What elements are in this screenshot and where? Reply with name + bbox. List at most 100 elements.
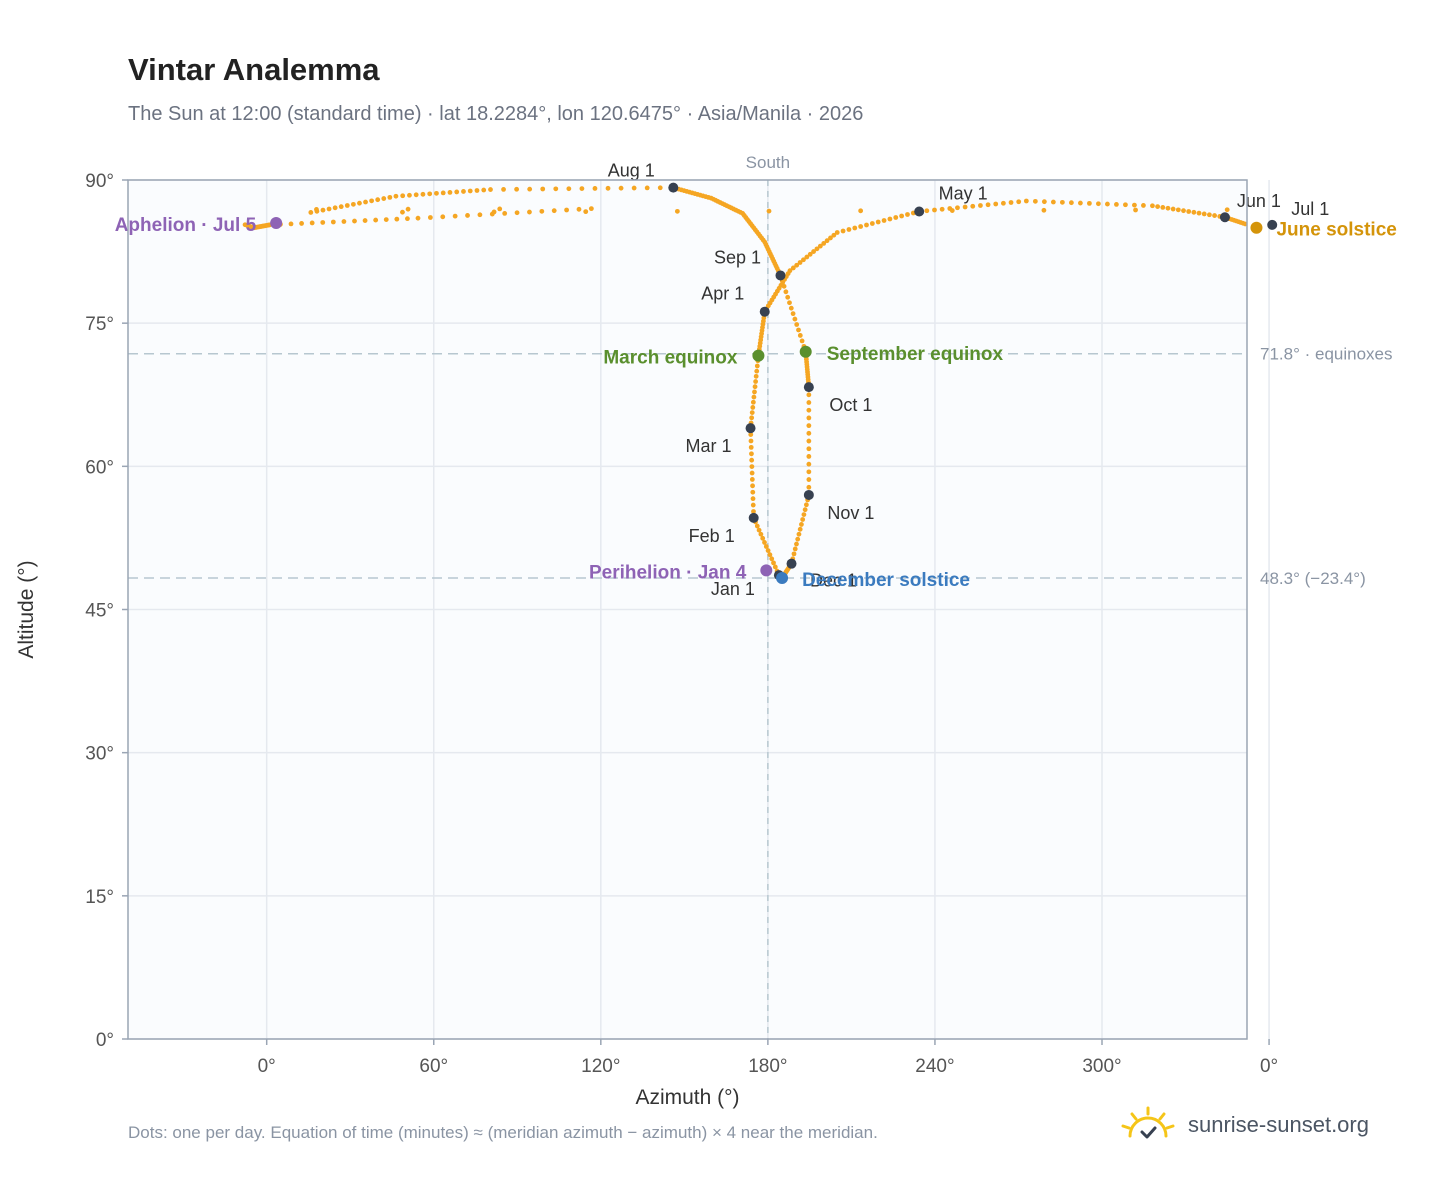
day-dot bbox=[1191, 209, 1197, 215]
day-dot bbox=[792, 546, 798, 552]
month-marker bbox=[803, 382, 814, 393]
day-dot bbox=[824, 238, 830, 244]
day-dot bbox=[864, 222, 869, 228]
month-marker bbox=[1219, 212, 1230, 223]
day-dot bbox=[893, 215, 899, 220]
day-dot bbox=[588, 206, 594, 212]
day-dot bbox=[1041, 207, 1047, 213]
month-label: Mar 1 bbox=[686, 436, 732, 456]
day-dot bbox=[858, 224, 864, 229]
day-dot bbox=[1077, 200, 1083, 206]
day-dot bbox=[840, 228, 846, 234]
day-dot bbox=[1008, 200, 1014, 205]
day-dot bbox=[491, 209, 497, 215]
day-dot bbox=[750, 502, 756, 508]
day-dot bbox=[750, 483, 755, 489]
day-dot bbox=[1196, 210, 1202, 216]
day-dot bbox=[477, 212, 483, 218]
day-dot bbox=[326, 206, 332, 212]
month-marker bbox=[786, 558, 797, 569]
day-dot bbox=[806, 415, 812, 421]
day-dot bbox=[932, 207, 937, 213]
day-dot bbox=[1050, 199, 1056, 205]
day-dot bbox=[373, 217, 379, 223]
day-dot bbox=[564, 207, 569, 213]
month-marker bbox=[759, 306, 770, 317]
day-dot bbox=[1206, 212, 1212, 218]
day-dot bbox=[674, 208, 680, 214]
day-dot bbox=[413, 192, 419, 198]
event-marker bbox=[752, 349, 765, 362]
day-dot bbox=[527, 186, 533, 192]
brand[interactable]: sunrise-sunset.org bbox=[1120, 1100, 1369, 1150]
day-dot bbox=[985, 202, 991, 208]
day-dot bbox=[750, 405, 756, 410]
day-dot bbox=[781, 283, 787, 289]
day-dot bbox=[791, 551, 797, 557]
day-dot bbox=[362, 218, 368, 223]
day-dot bbox=[806, 392, 812, 398]
day-dot bbox=[806, 400, 812, 405]
day-dot bbox=[955, 205, 960, 211]
day-dot bbox=[787, 268, 793, 274]
x-tick-label: 240° bbox=[915, 1056, 954, 1077]
day-dot bbox=[309, 220, 315, 226]
day-dot bbox=[828, 235, 833, 241]
x-tick-label: 60° bbox=[419, 1056, 448, 1077]
day-dot bbox=[754, 368, 760, 374]
day-dot bbox=[330, 219, 336, 225]
day-dot bbox=[314, 208, 320, 214]
day-dot bbox=[790, 265, 796, 271]
day-dot bbox=[474, 188, 480, 193]
day-dot bbox=[821, 241, 827, 246]
day-dot bbox=[796, 327, 801, 333]
day-dot bbox=[804, 254, 810, 260]
day-dot bbox=[750, 496, 756, 502]
day-dot bbox=[1041, 199, 1047, 205]
day-dot bbox=[539, 208, 545, 214]
day-dot bbox=[814, 246, 820, 252]
day-dot bbox=[1096, 201, 1101, 207]
day-dot bbox=[993, 201, 999, 207]
day-dot bbox=[1086, 200, 1092, 206]
day-dot bbox=[831, 232, 837, 238]
day-dot bbox=[749, 470, 755, 476]
day-dot bbox=[806, 407, 812, 413]
day-dot bbox=[962, 204, 968, 210]
day-dot bbox=[375, 197, 381, 203]
day-dot bbox=[797, 333, 803, 338]
event-label: March equinox bbox=[603, 348, 738, 369]
day-dot bbox=[605, 185, 611, 191]
day-dot bbox=[752, 384, 758, 390]
day-dot bbox=[357, 200, 362, 206]
chart-title: Vintar Analemma bbox=[128, 52, 380, 87]
day-dot bbox=[771, 560, 776, 566]
day-dot bbox=[1114, 202, 1119, 207]
day-dot bbox=[753, 379, 759, 384]
day-dot bbox=[766, 208, 772, 214]
month-label: Aug 1 bbox=[608, 161, 655, 181]
y-axis-label: Altitude (°) bbox=[15, 560, 38, 658]
day-dot bbox=[790, 311, 796, 317]
x-tick-label: 300° bbox=[1082, 1056, 1121, 1077]
day-dot bbox=[644, 185, 650, 191]
day-dot bbox=[1133, 207, 1138, 213]
day-dot bbox=[1181, 208, 1186, 214]
day-dot bbox=[792, 316, 798, 322]
event-marker bbox=[760, 564, 773, 577]
day-dot bbox=[1132, 202, 1137, 208]
event-label: September equinox bbox=[827, 344, 1004, 365]
day-dot bbox=[338, 204, 344, 210]
day-dot bbox=[350, 201, 356, 207]
x-tick-label: 0° bbox=[1260, 1056, 1278, 1077]
day-dot bbox=[806, 446, 812, 452]
y-tick-label: 0° bbox=[96, 1030, 114, 1051]
reference-line-label: 48.3° (−23.4°) bbox=[1260, 569, 1366, 588]
day-dot bbox=[806, 477, 812, 482]
day-dot bbox=[806, 484, 812, 490]
day-dot bbox=[795, 536, 801, 542]
month-label: Oct 1 bbox=[829, 395, 872, 415]
month-label: Feb 1 bbox=[689, 526, 735, 546]
day-dot bbox=[452, 213, 458, 219]
